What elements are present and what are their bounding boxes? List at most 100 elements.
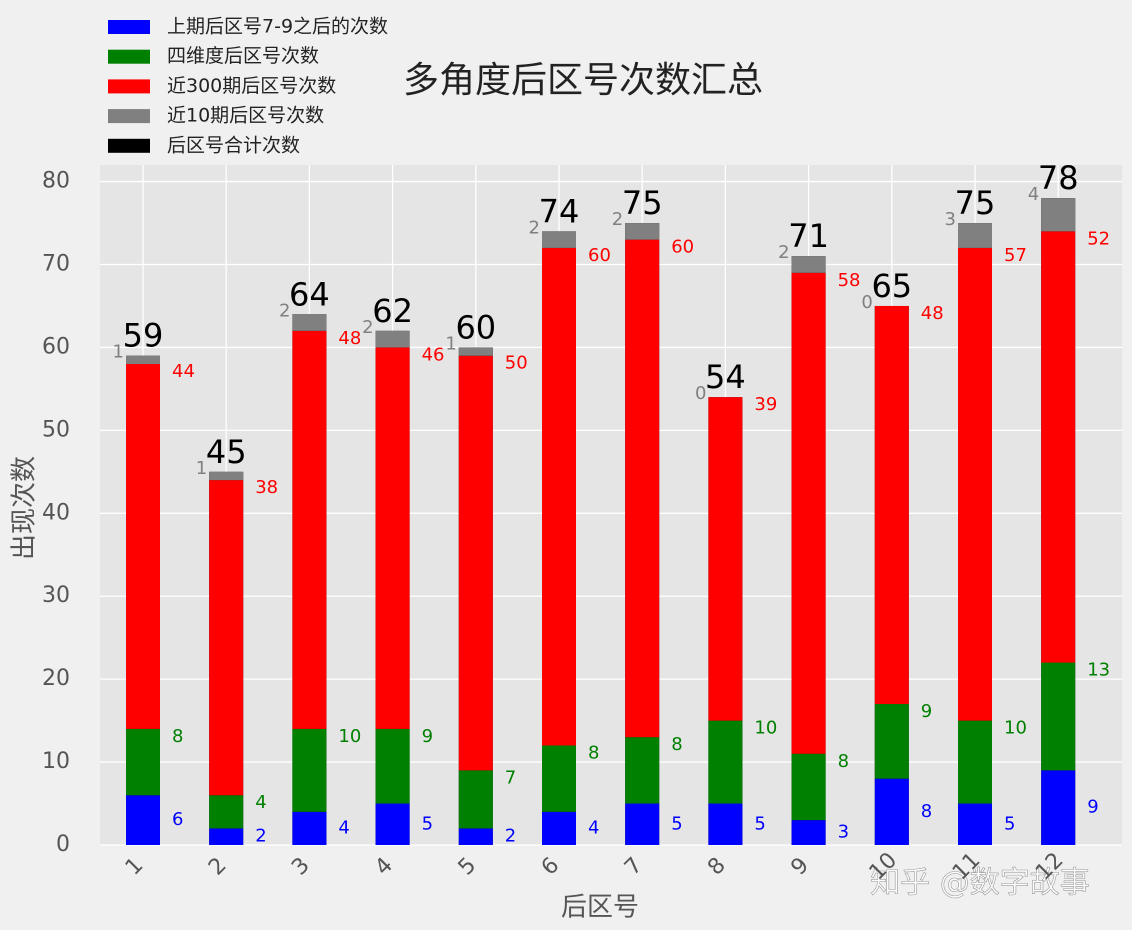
bar-segment [209,471,244,481]
bar-segment [958,223,992,248]
bar-segment [126,364,160,729]
total-label: 59 [123,317,164,355]
bar-segment [625,223,660,240]
bar-segment [542,811,576,845]
legend-swatch [108,20,150,34]
bar-segment [874,778,909,845]
data-label: 8 [671,734,682,755]
data-label: 1 [445,333,456,354]
bar-segment [126,795,160,845]
x-tick-label: 5 [454,853,482,881]
bar-segment [458,828,493,845]
legend-label: 后区号合计次数 [167,134,300,156]
bar-segment [292,314,327,331]
data-label: 10 [1004,718,1027,739]
plot-area [100,165,1122,845]
legend-swatch [108,138,150,153]
y-tick-label: 40 [42,500,70,525]
data-label: 5 [671,813,682,834]
data-label: 4 [588,817,599,838]
total-label: 65 [871,267,912,305]
x-tick-label: 2 [204,853,232,881]
bar-segment [292,330,327,729]
bar-segment [542,745,576,812]
data-label: 8 [838,751,849,772]
legend-swatch [108,79,150,94]
bar-segment [708,397,743,721]
data-label: 3 [945,209,956,230]
bar-segment [1041,662,1076,771]
y-tick-label: 80 [42,169,70,194]
bar-segment [625,239,660,738]
bar-segment [458,355,493,771]
bar-segment [791,256,826,273]
total-label: 75 [955,184,996,222]
bar-segment [375,347,410,729]
data-label: 4 [1028,184,1039,205]
data-label: 9 [422,726,433,747]
data-label: 60 [588,245,611,266]
bar-segment [542,231,576,248]
legend-label: 四维度后区号次数 [167,45,319,67]
data-label: 0 [861,292,872,313]
data-label: 57 [1004,245,1027,266]
bar-segment [791,820,826,845]
data-label: 5 [1004,813,1015,834]
bar-segment [958,803,992,845]
total-label: 64 [289,275,330,313]
data-label: 2 [778,242,789,263]
bar-segment [542,247,576,746]
x-tick-label: 1 [121,853,149,881]
data-label: 58 [838,270,861,291]
data-label: 8 [921,801,932,822]
data-label: 9 [921,701,932,722]
data-label: 2 [612,209,623,230]
y-tick-label: 10 [42,749,70,774]
data-label: 1 [196,458,207,479]
data-label: 5 [422,813,433,834]
total-label: 45 [206,433,247,471]
bar-segment [708,720,743,804]
data-label: 60 [671,237,694,258]
total-label: 62 [372,292,413,330]
bar-segment [958,720,992,804]
data-label: 48 [921,303,944,324]
x-tick-label: 3 [287,853,315,881]
data-label: 52 [1087,228,1110,249]
data-label: 50 [505,353,528,374]
bar-segment [292,728,327,812]
data-label: 13 [1087,660,1110,681]
data-label: 10 [338,726,361,747]
legend-label: 近10期后区号次数 [167,105,324,127]
y-tick-label: 50 [42,417,70,442]
data-label: 3 [838,822,849,843]
bar-segment [209,480,244,796]
data-label: 2 [279,300,290,321]
bar-segment [958,247,992,721]
data-label: 2 [529,217,540,238]
bar-segment [126,355,160,365]
bar-segment [458,347,493,356]
total-label: 75 [622,184,663,222]
bar-segment [708,803,743,845]
bar-segment [458,770,493,829]
data-label: 10 [754,718,777,739]
x-axis-label: 后区号 [561,893,639,923]
data-label: 2 [505,826,516,847]
legend-label: 近300期后区号次数 [167,75,336,97]
bar-segment [1041,770,1076,845]
bar-segment [874,704,909,779]
bar-segment [874,305,909,705]
data-label: 9 [1087,797,1098,818]
data-label: 48 [338,328,361,349]
data-label: 8 [588,742,599,763]
bar-segment [209,795,244,829]
data-label: 4 [338,817,349,838]
bar-segment [292,811,327,845]
data-label: 7 [505,767,516,788]
bar-segment [791,272,826,754]
legend-swatch [108,109,150,124]
data-label: 2 [255,826,266,847]
x-tick-label: 8 [703,853,731,881]
